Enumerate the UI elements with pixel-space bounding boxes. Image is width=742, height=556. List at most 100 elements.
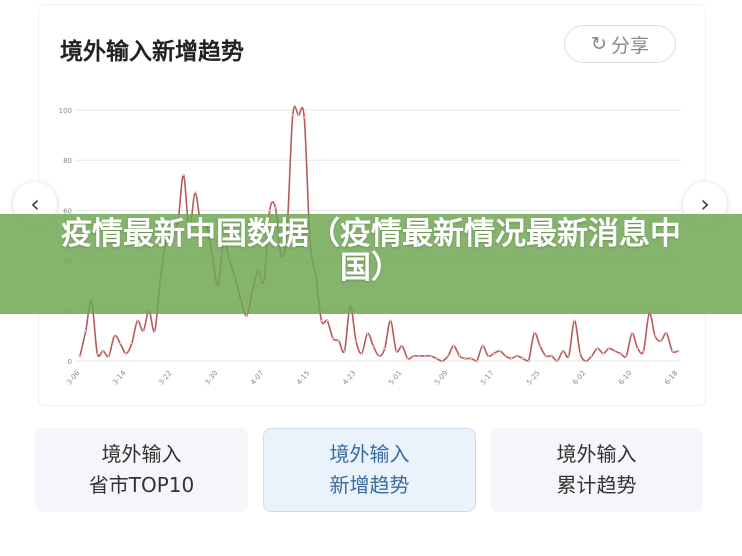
data-point <box>469 357 473 360</box>
data-point <box>412 354 415 358</box>
share-arrow-icon: ↻ <box>591 33 607 55</box>
share-button[interactable]: ↻ 分享 <box>564 25 676 63</box>
tab-province-top10[interactable]: 境外输入 省市TOP10 <box>35 428 248 512</box>
data-point <box>124 352 128 355</box>
data-point <box>504 354 507 358</box>
data-point <box>96 352 99 355</box>
data-point <box>464 357 467 360</box>
chart-card <box>38 4 706 406</box>
data-point <box>590 354 593 358</box>
x-tick-label: 3-30 <box>203 369 219 386</box>
data-point <box>142 329 145 333</box>
data-point <box>377 354 381 358</box>
data-point <box>550 354 553 358</box>
data-point <box>136 319 139 323</box>
data-point <box>567 354 570 358</box>
data-point <box>636 347 639 350</box>
data-point <box>458 354 461 358</box>
data-point <box>153 329 156 333</box>
data-point <box>544 354 547 358</box>
data-point <box>538 344 542 348</box>
data-point <box>584 359 588 363</box>
data-point <box>337 339 340 343</box>
data-point <box>400 344 404 348</box>
x-tick-label: 4-23 <box>341 369 357 386</box>
x-tick-label: 4-07 <box>249 369 265 386</box>
y-tick-label: 0 <box>68 358 72 366</box>
data-point <box>596 347 599 350</box>
data-point <box>360 352 363 355</box>
data-point <box>659 339 662 343</box>
data-point <box>343 349 346 353</box>
tab-new-trend[interactable]: 境外输入 新增趋势 <box>263 428 476 512</box>
x-tick-label: 3-06 <box>65 369 82 387</box>
x-tick-label: 3-22 <box>157 369 173 386</box>
data-point <box>515 354 519 358</box>
x-tick-label: 6-18 <box>663 369 679 386</box>
data-point <box>619 352 622 355</box>
data-point <box>607 347 611 350</box>
data-point <box>418 354 421 358</box>
data-point <box>326 319 329 323</box>
tab-cumulative-trend[interactable]: 境外输入 累计趋势 <box>490 428 703 512</box>
data-point <box>510 357 513 360</box>
data-point <box>527 359 530 363</box>
data-point <box>245 314 248 318</box>
tab-line2: 省市TOP10 <box>88 473 195 497</box>
data-point <box>441 359 444 363</box>
data-point <box>435 357 438 360</box>
data-point <box>452 344 455 348</box>
data-point <box>498 349 501 353</box>
x-tick-label: 4-15 <box>295 369 311 386</box>
headline-banner: 疫情最新中国数据（疫情最新情况最新消息中国） <box>0 214 742 314</box>
data-point <box>676 349 680 353</box>
chevron-right-icon: › <box>700 190 710 218</box>
data-point <box>533 332 536 335</box>
data-point <box>579 352 582 355</box>
y-tick-label: 60 <box>63 207 72 215</box>
x-tick-label: 5-01 <box>387 369 403 386</box>
data-point <box>475 359 478 363</box>
data-point <box>573 319 576 323</box>
data-point <box>130 342 133 345</box>
data-point <box>492 352 496 355</box>
data-point <box>113 334 116 338</box>
x-tick-label: 6-02 <box>571 369 587 386</box>
data-point <box>521 357 524 360</box>
data-point <box>446 354 450 358</box>
data-point <box>78 354 82 358</box>
data-point <box>291 113 294 117</box>
series-line <box>79 105 679 362</box>
chevron-left-icon: ‹ <box>30 190 40 218</box>
data-point <box>297 113 300 117</box>
data-point <box>331 337 335 340</box>
data-point <box>389 319 392 323</box>
data-point <box>268 209 271 212</box>
data-point <box>671 349 674 353</box>
data-point <box>101 349 105 353</box>
data-point <box>665 332 668 335</box>
data-point <box>625 354 628 358</box>
y-tick-label: 100 <box>59 107 72 115</box>
data-point <box>481 344 484 348</box>
data-point <box>556 359 559 363</box>
data-point <box>84 329 87 333</box>
data-point <box>561 349 565 353</box>
data-point <box>429 354 432 358</box>
tab-line2: 累计趋势 <box>556 473 637 497</box>
tab-line1: 境外输入 <box>556 442 637 466</box>
tab-line1: 境外输入 <box>329 442 410 466</box>
data-point <box>303 116 306 119</box>
data-point <box>274 206 277 210</box>
trend-line-chart: 0204060801003-063-143-223-304-074-154-23… <box>59 105 681 387</box>
data-point <box>487 354 490 358</box>
data-point <box>193 191 197 195</box>
data-point <box>642 349 645 353</box>
tab-line2: 新增趋势 <box>329 473 410 497</box>
page-title: 境外输入新增趋势 <box>60 39 244 65</box>
data-point <box>320 319 323 323</box>
data-point <box>395 349 398 353</box>
x-tick-label: 6-10 <box>617 369 633 386</box>
data-point <box>366 332 369 335</box>
data-point <box>423 354 427 358</box>
